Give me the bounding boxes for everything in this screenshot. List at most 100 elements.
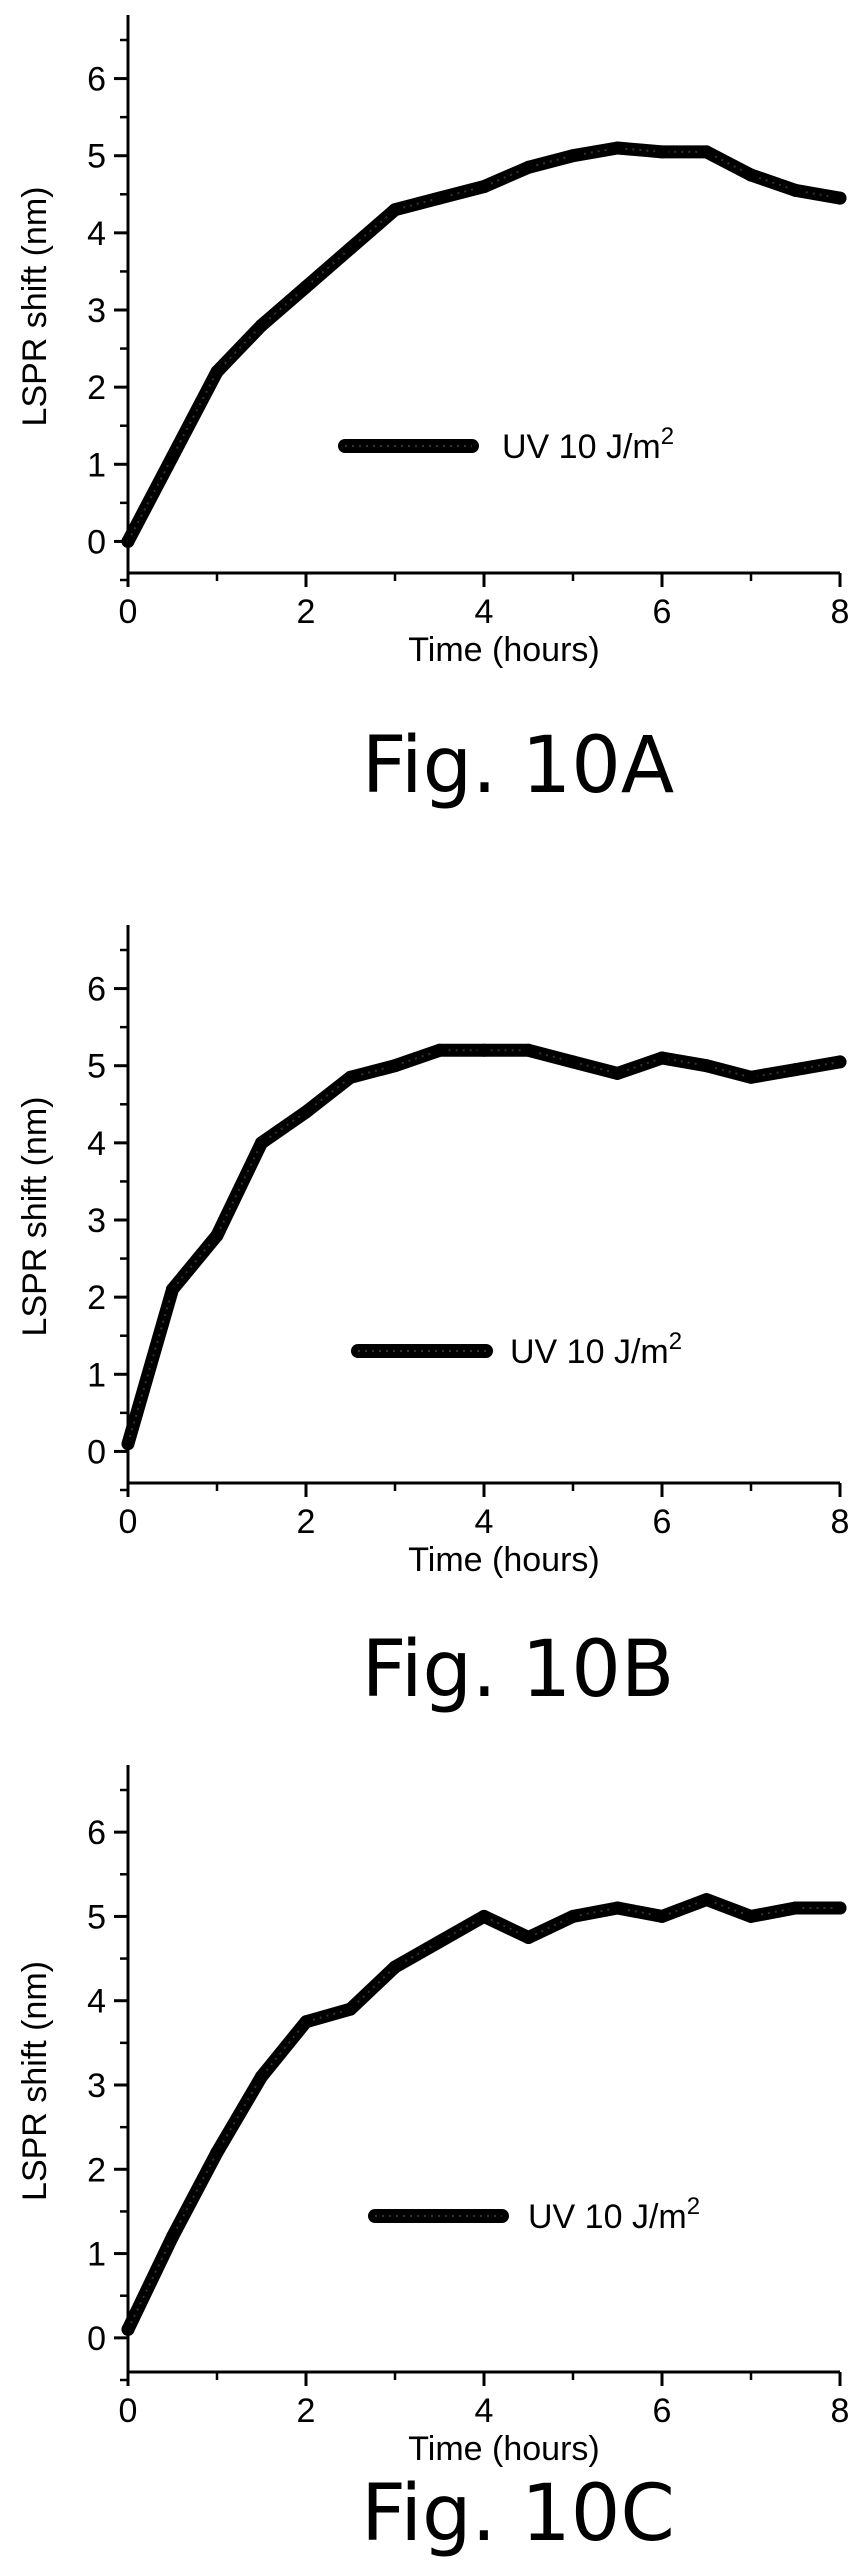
x-tick-label: 2 [297, 593, 316, 631]
data-point [655, 1909, 669, 1923]
data-point [166, 2230, 179, 2244]
y-tick-label: 3 [87, 292, 106, 330]
data-point [522, 160, 535, 174]
data-point [210, 2145, 224, 2159]
y-tick-label: 3 [87, 2067, 106, 2105]
y-tick-label: 6 [87, 61, 106, 99]
data-point [255, 1136, 268, 1150]
data-point [433, 1935, 446, 1949]
y-tick-label: 1 [87, 2236, 106, 2274]
data-point [388, 1960, 402, 1974]
x-tick-label: 6 [653, 1503, 672, 1541]
data-point [833, 1901, 847, 1915]
data-point [833, 191, 847, 205]
data-point [477, 1043, 491, 1057]
y-tick-label: 2 [87, 1279, 106, 1317]
y-tick-label: 5 [87, 1048, 106, 1086]
y-axis-label: LSPR shift (nm) [16, 187, 54, 427]
x-axis-label: Time (hours) [408, 631, 599, 669]
chart-panel-1: 0 1 2 3 4 5 6 0 2 4 6 8 Time (hours) LSPR shift (nm) U… [16, 15, 849, 811]
y-tick-label: 5 [87, 138, 106, 176]
series-line-texture [127, 1049, 841, 1444]
data-point [255, 318, 268, 332]
data-point [700, 1893, 713, 1907]
x-tick-label: 4 [475, 2392, 494, 2430]
y-tick-label: 1 [87, 446, 106, 484]
x-tick-label: 6 [653, 593, 672, 631]
y-axis-label: LSPR shift (nm) [16, 1097, 54, 1337]
data-point [477, 1909, 491, 1923]
x-axis-label: Time (hours) [408, 2430, 599, 2468]
y-tick-label: 6 [87, 971, 106, 1009]
data-point [255, 2070, 268, 2084]
x-tick-label: 0 [119, 1503, 138, 1541]
data-point [477, 180, 491, 194]
data-point [566, 149, 580, 163]
x-tick-label: 4 [475, 1503, 494, 1541]
figure-label: Fig. 10B [362, 1625, 675, 1715]
chart-panel-2: 0 1 2 3 4 5 6 0 2 4 6 8 Time (hours) LSPR shift (nm) U… [16, 925, 849, 1715]
data-point [522, 1043, 535, 1057]
chart-panel-3: 0 1 2 3 4 5 6 0 2 4 6 8 Time (hours) LSPR shift (nm) U… [16, 1765, 849, 2559]
y-tick-label: 1 [87, 1356, 106, 1394]
data-point [611, 1901, 624, 1915]
y-tick-label: 0 [87, 2320, 106, 2358]
y-tick-label: 6 [87, 1814, 106, 1852]
series-line-texture [127, 1898, 840, 2330]
data-point [299, 1105, 313, 1119]
y-tick-label: 0 [87, 523, 106, 561]
data-point [611, 1066, 624, 1080]
data-point [166, 1282, 179, 1296]
data-point [433, 191, 446, 205]
x-tick-label: 8 [831, 593, 850, 631]
y-tick-label: 0 [87, 1433, 106, 1471]
y-tick-label: 4 [87, 1125, 106, 1163]
data-point [121, 1437, 135, 1451]
data-point [789, 1063, 802, 1077]
data-point [789, 1901, 802, 1915]
series-line [121, 141, 847, 548]
y-tick-label: 5 [87, 1898, 106, 1936]
data-point [210, 365, 224, 379]
data-point [388, 1059, 402, 1073]
data-point [655, 145, 669, 159]
figure-label: Fig. 10A [362, 721, 675, 811]
figure-label: Fig. 10C [361, 2469, 675, 2559]
x-axis-label: Time (hours) [408, 1541, 599, 1579]
data-point [121, 534, 135, 548]
data-point [566, 1909, 580, 1923]
data-point [655, 1051, 669, 1065]
x-tick-label: 8 [831, 1503, 850, 1541]
data-point [299, 280, 313, 294]
data-point [344, 241, 357, 255]
data-point [833, 1055, 847, 1069]
y-tick-label: 4 [87, 215, 106, 253]
data-point [611, 141, 624, 155]
data-point [522, 1931, 535, 1944]
data-point [388, 203, 402, 217]
data-point [744, 1909, 758, 1923]
data-point [299, 2015, 313, 2029]
data-point [433, 1043, 446, 1057]
y-tick-label: 2 [87, 369, 106, 407]
x-tick-label: 0 [119, 593, 138, 631]
data-point [344, 2002, 357, 2016]
legend-label: UV 10 J/m2 [510, 1328, 682, 1371]
data-point [744, 168, 758, 182]
legend-label: UV 10 J/m2 [528, 2193, 700, 2236]
y-tick-label: 2 [87, 2151, 106, 2189]
x-tick-label: 2 [297, 1503, 316, 1541]
data-point [566, 1055, 580, 1069]
data-point [166, 450, 179, 464]
data-point [344, 1070, 357, 1084]
data-point [744, 1070, 758, 1084]
data-point [789, 183, 802, 197]
x-tick-label: 2 [297, 2392, 316, 2430]
y-tick-label: 4 [87, 1983, 106, 2021]
x-tick-label: 8 [831, 2392, 850, 2430]
series-line [121, 1043, 847, 1451]
data-point [210, 1228, 224, 1242]
legend-label: UV 10 J/m2 [502, 423, 674, 466]
x-tick-label: 0 [119, 2392, 138, 2430]
